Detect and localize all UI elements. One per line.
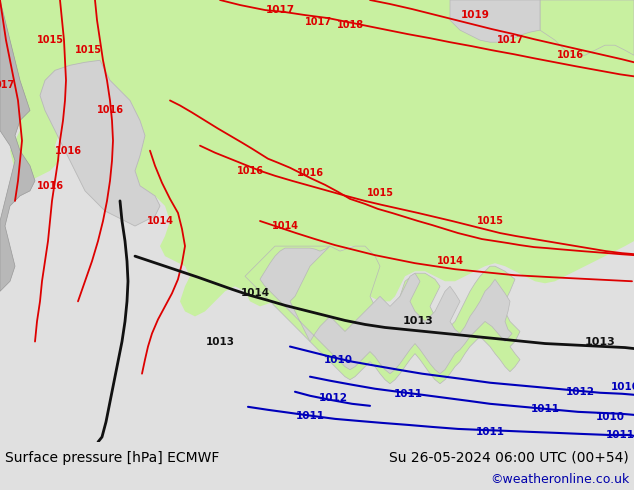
Text: 1019: 1019 xyxy=(460,10,489,20)
Text: 1015: 1015 xyxy=(477,216,503,226)
Text: 1016: 1016 xyxy=(55,146,82,156)
Text: 1010: 1010 xyxy=(323,355,353,365)
Text: 1018: 1018 xyxy=(337,20,363,30)
Text: 1011: 1011 xyxy=(531,404,559,414)
Text: 1013: 1013 xyxy=(585,337,616,346)
Text: 1011: 1011 xyxy=(476,427,505,437)
Text: 1010: 1010 xyxy=(611,382,634,392)
Polygon shape xyxy=(450,0,540,42)
Text: 1015: 1015 xyxy=(37,35,63,45)
Text: 1015: 1015 xyxy=(366,188,394,198)
Text: 1016: 1016 xyxy=(37,181,63,191)
Text: 017: 017 xyxy=(0,80,15,90)
Polygon shape xyxy=(540,0,634,55)
Polygon shape xyxy=(0,0,35,291)
Text: 1014: 1014 xyxy=(271,221,299,231)
Polygon shape xyxy=(260,246,512,374)
Text: 1012: 1012 xyxy=(318,393,347,403)
Polygon shape xyxy=(40,60,160,226)
Text: 1011: 1011 xyxy=(605,430,634,440)
Text: 1014: 1014 xyxy=(146,216,174,226)
Text: 1016: 1016 xyxy=(96,105,124,116)
Polygon shape xyxy=(245,246,520,384)
Text: 1010: 1010 xyxy=(595,412,624,422)
Text: Surface pressure [hPa] ECMWF: Surface pressure [hPa] ECMWF xyxy=(5,451,219,465)
Text: 1017: 1017 xyxy=(266,5,295,15)
Text: 1015: 1015 xyxy=(75,45,101,55)
Text: ©weatheronline.co.uk: ©weatheronline.co.uk xyxy=(489,473,629,487)
Text: 1013: 1013 xyxy=(205,337,235,346)
Text: 1011: 1011 xyxy=(295,411,325,421)
Text: 1013: 1013 xyxy=(403,317,434,326)
Text: 1014: 1014 xyxy=(436,256,463,266)
Text: 1014: 1014 xyxy=(240,288,269,298)
Text: 1016: 1016 xyxy=(297,168,323,178)
Text: 1012: 1012 xyxy=(566,387,595,397)
Text: 1016: 1016 xyxy=(236,166,264,176)
Text: 1017: 1017 xyxy=(496,35,524,45)
Text: Su 26-05-2024 06:00 UTC (00+54): Su 26-05-2024 06:00 UTC (00+54) xyxy=(389,451,629,465)
Text: 1011: 1011 xyxy=(394,389,422,399)
Text: 1016: 1016 xyxy=(557,50,583,60)
Polygon shape xyxy=(0,0,634,317)
Text: 1017: 1017 xyxy=(304,17,332,27)
Polygon shape xyxy=(0,0,35,100)
